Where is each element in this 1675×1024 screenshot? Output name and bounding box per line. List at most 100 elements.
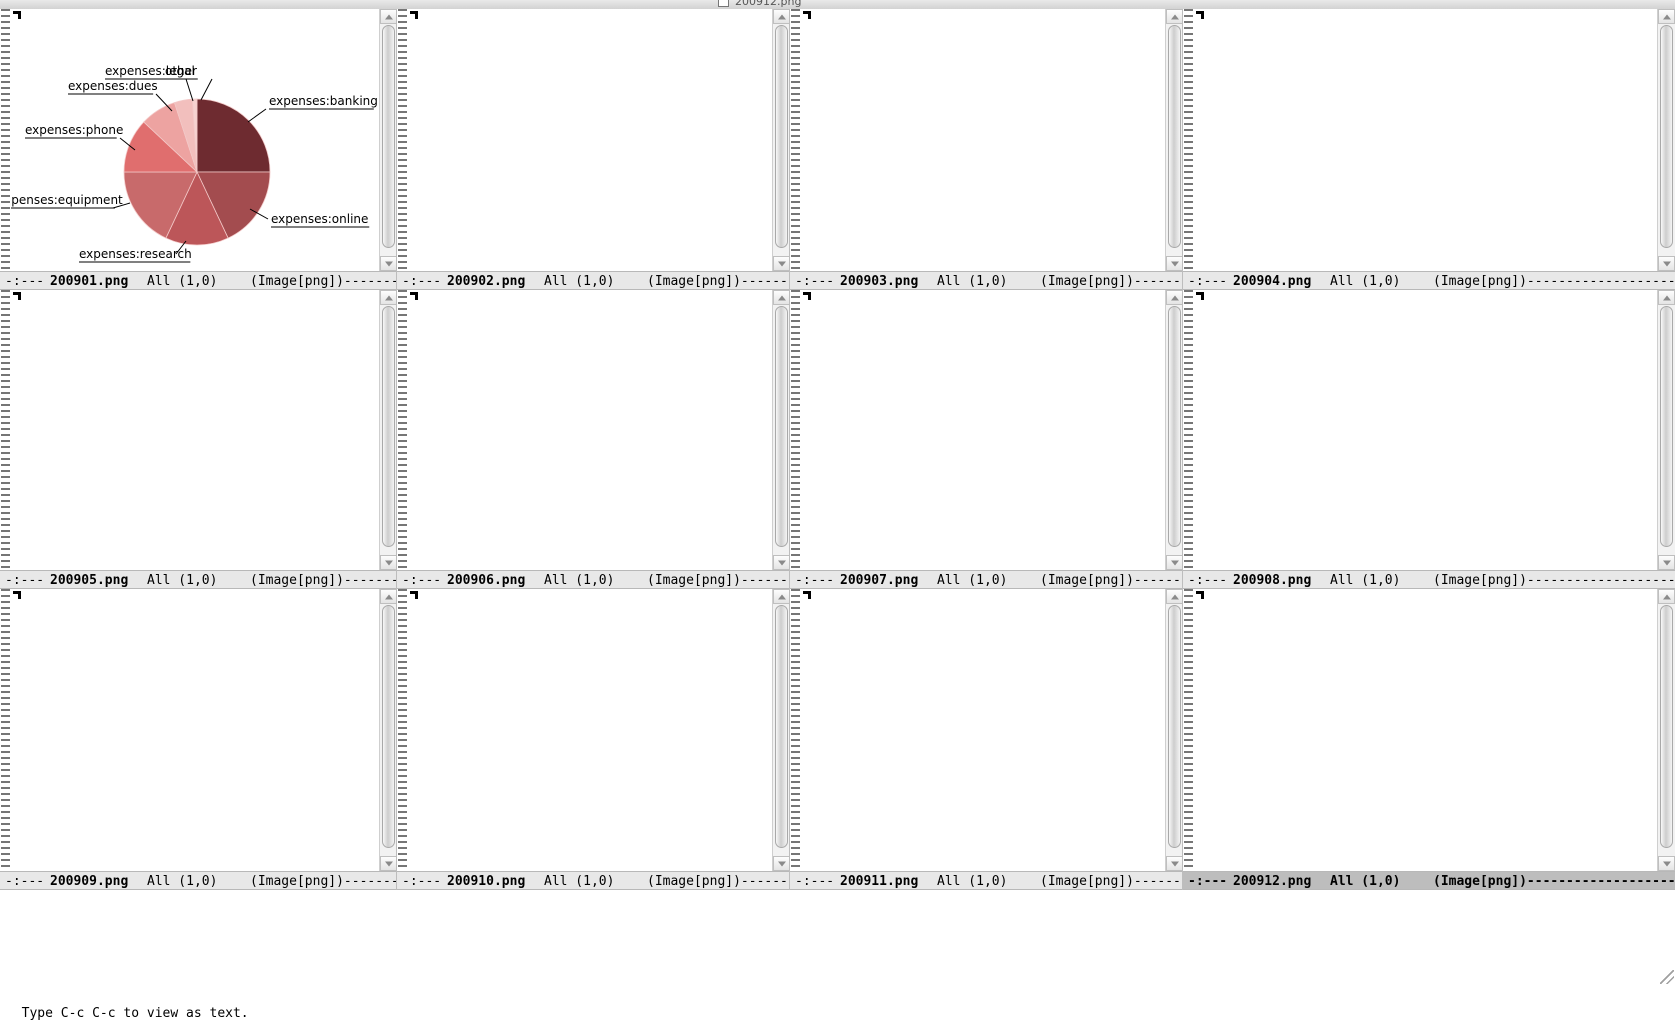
image-buffer-200901[interactable]: expenses:legal other expenses:dues expenses… bbox=[0, 9, 397, 271]
image-buffer-200902[interactable]: expenses:researchexpenses:equipmentother… bbox=[397, 9, 790, 271]
scrollbar-thumb[interactable] bbox=[382, 605, 395, 848]
label-leader-line bbox=[247, 108, 267, 123]
label-leader-line bbox=[119, 137, 136, 151]
emacs-window-200909[interactable]: expenses:books/periodicalsexpenses:dueso… bbox=[0, 589, 397, 890]
minibuffer[interactable]: Type C-c C-c to view as text. bbox=[0, 984, 1675, 1021]
scroll-up-arrow-icon[interactable] bbox=[773, 290, 790, 305]
resize-grip[interactable] bbox=[1660, 970, 1674, 984]
modeline-200911[interactable]: -:--- 200911.png All (1,0) (Image[png])----… bbox=[790, 871, 1183, 890]
emacs-window-200902[interactable]: expenses:researchexpenses:equipmentother… bbox=[397, 9, 790, 290]
modeline-200908[interactable]: -:--- 200908.png All (1,0) (Image[png])----… bbox=[1183, 570, 1675, 589]
scrollbar-thumb[interactable] bbox=[1168, 605, 1181, 848]
scroll-up-arrow-icon[interactable] bbox=[380, 589, 397, 604]
scroll-up-arrow-icon[interactable] bbox=[1658, 9, 1675, 24]
vertical-scrollbar[interactable] bbox=[1165, 589, 1183, 871]
truncation-corner-icon bbox=[1196, 591, 1204, 599]
scrollbar-thumb[interactable] bbox=[775, 306, 788, 547]
emacs-window-200910[interactable]: expenses:bankingotherexpenses:onlineexpe… bbox=[397, 589, 790, 890]
scroll-down-arrow-icon[interactable] bbox=[380, 256, 397, 271]
scrollbar-thumb[interactable] bbox=[775, 25, 788, 248]
image-buffer-200911[interactable]: expenses:books/periodicalsexpenses:dueso… bbox=[790, 589, 1183, 871]
scroll-up-arrow-icon[interactable] bbox=[1166, 589, 1183, 604]
truncation-corner-icon bbox=[13, 11, 21, 19]
image-buffer-200903[interactable]: expenses:books/periodicalsexpenses:confe… bbox=[790, 9, 1183, 271]
scrollbar-thumb[interactable] bbox=[1660, 605, 1673, 848]
modeline-200905[interactable]: -:--- 200905.png All (1,0) (Image[png])----… bbox=[0, 570, 397, 589]
modeline-200907[interactable]: -:--- 200907.png All (1,0) (Image[png])----… bbox=[790, 570, 1183, 589]
scroll-down-arrow-icon[interactable] bbox=[1658, 555, 1675, 570]
modeline-scroll-percent: All (1,0) bbox=[147, 573, 218, 588]
emacs-window-200908[interactable]: expenses:books/periodicalsexpenses:banki… bbox=[1183, 290, 1675, 589]
vertical-scrollbar[interactable] bbox=[1657, 290, 1675, 570]
scroll-down-arrow-icon[interactable] bbox=[773, 555, 790, 570]
emacs-window-200901[interactable]: expenses:legal other expenses:dues expenses… bbox=[0, 9, 397, 290]
scroll-up-arrow-icon[interactable] bbox=[1166, 290, 1183, 305]
vertical-scrollbar[interactable] bbox=[1165, 9, 1183, 271]
scroll-down-arrow-icon[interactable] bbox=[773, 856, 790, 871]
scrollbar-thumb[interactable] bbox=[1168, 25, 1181, 248]
scrollbar-thumb[interactable] bbox=[1168, 306, 1181, 547]
modeline-200903[interactable]: -:--- 200903.png All (1,0) (Image[png])----… bbox=[790, 271, 1183, 290]
vertical-scrollbar[interactable] bbox=[1165, 290, 1183, 570]
scrollbar-thumb[interactable] bbox=[1660, 306, 1673, 547]
scroll-down-arrow-icon[interactable] bbox=[1166, 856, 1183, 871]
scrollbar-thumb[interactable] bbox=[382, 25, 395, 248]
scroll-up-arrow-icon[interactable] bbox=[773, 589, 790, 604]
modeline-200904[interactable]: -:--- 200904.png All (1,0) (Image[png])----… bbox=[1183, 271, 1675, 290]
modeline-200902[interactable]: -:--- 200902.png All (1,0) (Image[png])----… bbox=[397, 271, 790, 290]
scroll-down-arrow-icon[interactable] bbox=[1658, 256, 1675, 271]
image-buffer-200907[interactable]: expenses:conferencesexpenses:duesotherex… bbox=[790, 290, 1183, 570]
scroll-down-arrow-icon[interactable] bbox=[380, 555, 397, 570]
scroll-up-arrow-icon[interactable] bbox=[380, 9, 397, 24]
vertical-scrollbar[interactable] bbox=[772, 290, 790, 570]
image-buffer-200908[interactable]: expenses:books/periodicalsexpenses:banki… bbox=[1183, 290, 1675, 570]
scrollbar-thumb[interactable] bbox=[382, 306, 395, 547]
modeline-200901[interactable]: -:--- 200901.png All (1,0) (Image[png])----… bbox=[0, 271, 397, 290]
continuation-dashes-icon bbox=[1184, 589, 1193, 871]
truncation-corner-icon bbox=[803, 591, 811, 599]
image-buffer-200906[interactable]: expenses:books/periodicalsotherexpenses:… bbox=[397, 290, 790, 570]
scroll-up-arrow-icon[interactable] bbox=[1658, 290, 1675, 305]
emacs-window-200903[interactable]: expenses:books/periodicalsexpenses:confe… bbox=[790, 9, 1183, 290]
scroll-up-arrow-icon[interactable] bbox=[380, 290, 397, 305]
scroll-up-arrow-icon[interactable] bbox=[773, 9, 790, 24]
window-separator bbox=[396, 589, 397, 890]
truncation-corner-icon bbox=[13, 292, 21, 300]
vertical-scrollbar[interactable] bbox=[379, 290, 397, 570]
scroll-down-arrow-icon[interactable] bbox=[1166, 555, 1183, 570]
image-buffer-200904[interactable]: otherexpenses:phoneexpenses:onlineexpens… bbox=[1183, 9, 1675, 271]
modeline-buffer-name: 200902.png bbox=[447, 274, 526, 289]
emacs-window-200911[interactable]: expenses:books/periodicalsexpenses:dueso… bbox=[790, 589, 1183, 890]
scroll-down-arrow-icon[interactable] bbox=[380, 856, 397, 871]
pie-slice bbox=[165, 171, 229, 246]
image-buffer-200909[interactable]: expenses:books/periodicalsexpenses:dueso… bbox=[0, 589, 397, 871]
pie-chart-200905: expenses:researchotherexpenses:onlineexp… bbox=[0, 290, 397, 570]
vertical-scrollbar[interactable] bbox=[772, 9, 790, 271]
scrollbar-thumb[interactable] bbox=[775, 605, 788, 848]
emacs-window-200907[interactable]: expenses:conferencesexpenses:duesotherex… bbox=[790, 290, 1183, 589]
vertical-scrollbar[interactable] bbox=[379, 589, 397, 871]
emacs-window-200905[interactable]: expenses:researchotherexpenses:onlineexp… bbox=[0, 290, 397, 589]
vertical-scrollbar[interactable] bbox=[379, 9, 397, 271]
modeline-200910[interactable]: -:--- 200910.png All (1,0) (Image[png])----… bbox=[397, 871, 790, 890]
modeline-200909[interactable]: -:--- 200909.png All (1,0) (Image[png])----… bbox=[0, 871, 397, 890]
image-buffer-200905[interactable]: expenses:researchotherexpenses:onlineexp… bbox=[0, 290, 397, 570]
image-buffer-200910[interactable]: expenses:bankingotherexpenses:onlineexpe… bbox=[397, 589, 790, 871]
image-buffer-200912[interactable]: expenses:researchexpenses:onlineotherexp… bbox=[1183, 589, 1675, 871]
modeline-scroll-percent: All (1,0) bbox=[1330, 874, 1401, 889]
emacs-window-200912[interactable]: expenses:researchexpenses:onlineotherexp… bbox=[1183, 589, 1675, 890]
emacs-window-200904[interactable]: otherexpenses:phoneexpenses:onlineexpens… bbox=[1183, 9, 1675, 290]
emacs-window-200906[interactable]: expenses:books/periodicalsotherexpenses:… bbox=[397, 290, 790, 589]
scroll-down-arrow-icon[interactable] bbox=[773, 256, 790, 271]
modeline-scroll-percent: All (1,0) bbox=[544, 573, 615, 588]
scroll-up-arrow-icon[interactable] bbox=[1166, 9, 1183, 24]
scroll-up-arrow-icon[interactable] bbox=[1658, 589, 1675, 604]
scrollbar-thumb[interactable] bbox=[1660, 25, 1673, 248]
scroll-down-arrow-icon[interactable] bbox=[1658, 856, 1675, 871]
vertical-scrollbar[interactable] bbox=[772, 589, 790, 871]
vertical-scrollbar[interactable] bbox=[1657, 589, 1675, 871]
modeline-200912[interactable]: -:--- 200912.png All (1,0) (Image[png])----… bbox=[1183, 871, 1675, 890]
modeline-200906[interactable]: -:--- 200906.png All (1,0) (Image[png])----… bbox=[397, 570, 790, 589]
scroll-down-arrow-icon[interactable] bbox=[1166, 256, 1183, 271]
vertical-scrollbar[interactable] bbox=[1657, 9, 1675, 271]
